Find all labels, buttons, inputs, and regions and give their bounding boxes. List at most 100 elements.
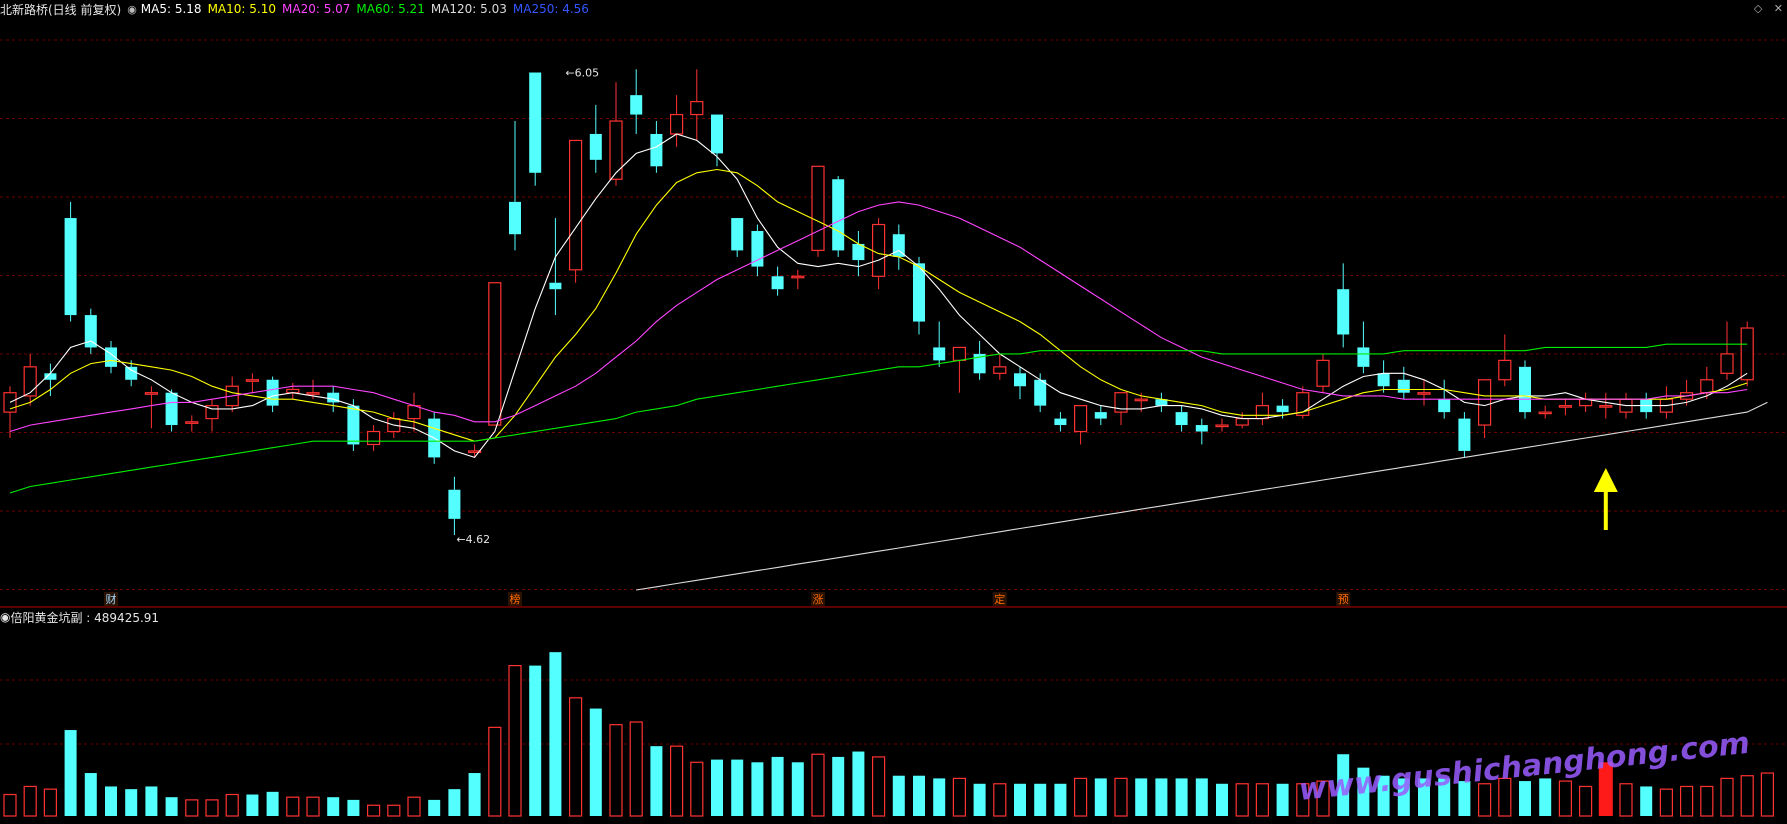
- volume-bar-down: [1195, 778, 1208, 816]
- candle-body-up: [1538, 411, 1552, 415]
- ma-legend-item: MA250: 4.56: [512, 2, 589, 16]
- volume-bar-down: [913, 775, 925, 816]
- volume-bar-down: [731, 759, 744, 816]
- settings-dot-icon[interactable]: ◉: [0, 610, 11, 624]
- volume-bar-down: [529, 665, 542, 816]
- candle-body-up: [609, 120, 623, 180]
- volume-bar-up: [952, 777, 967, 817]
- volume-bar-up: [387, 804, 401, 817]
- volume-bar-down: [428, 799, 441, 816]
- volume-bar-down: [468, 773, 481, 816]
- volume-bar-down: [1438, 778, 1451, 816]
- candle-body-up: [306, 392, 320, 395]
- volume-bar-down: [650, 746, 663, 816]
- candle-body-down: [347, 405, 360, 445]
- candle-body-down: [1458, 418, 1471, 451]
- volume-bar-down: [1337, 754, 1350, 816]
- volume-bar-up: [225, 793, 239, 817]
- volume-bar-up: [1296, 783, 1310, 817]
- candle-body-down: [892, 234, 905, 257]
- volume-bar-up: [993, 783, 1007, 817]
- candle-body-down: [529, 72, 542, 173]
- volume-bar-down: [1458, 781, 1471, 816]
- volume-bar-up: [1740, 775, 1754, 817]
- volume-bar-down: [1397, 778, 1410, 816]
- candle-body-down: [1337, 289, 1350, 335]
- candle-body-down: [1155, 399, 1168, 406]
- volume-bar-down: [1519, 781, 1531, 816]
- stock-title[interactable]: 北新路桥(日线 前复权): [0, 2, 122, 17]
- candle-body-down: [1054, 418, 1067, 426]
- candle-body-down: [771, 276, 784, 290]
- candle-body-up: [1599, 405, 1613, 408]
- candle-body-up: [1417, 392, 1431, 395]
- volume-bar-down: [165, 797, 178, 816]
- volume-bar-down: [1175, 778, 1188, 816]
- volume-bar-up: [669, 745, 684, 817]
- candle-body-down: [549, 282, 562, 290]
- candle-body-down: [1397, 379, 1410, 393]
- volume-bar-down: [1216, 783, 1228, 816]
- candle-body-down: [1377, 373, 1390, 387]
- settings-dot-icon[interactable]: ◉: [127, 2, 137, 16]
- candle-body-down: [1175, 412, 1188, 426]
- event-marker-box: [992, 592, 1007, 606]
- volume-bar-down: [589, 708, 602, 816]
- volume-bar-down: [246, 794, 259, 816]
- volume-bar-up: [1498, 777, 1512, 817]
- volume-bar-down: [266, 791, 279, 816]
- candle-body-down: [630, 95, 643, 115]
- candle-body-down: [1195, 425, 1208, 432]
- volume-bar-down: [1054, 783, 1067, 816]
- candle-body-down: [1014, 373, 1026, 387]
- event-marker-box: [508, 592, 522, 606]
- candle-body-down: [852, 243, 865, 261]
- volume-bar-down: [791, 762, 804, 816]
- volume-bar-up: [1235, 783, 1249, 817]
- close-icon[interactable]: ✕: [1773, 2, 1783, 15]
- diamond-icon[interactable]: ◇: [1753, 2, 1763, 15]
- candle-body-up: [488, 282, 502, 426]
- candle-body-up: [669, 113, 684, 135]
- candle-body-up: [1477, 379, 1492, 426]
- event-marker-label: 定: [994, 592, 1005, 606]
- volume-bar-down: [1276, 783, 1289, 816]
- ma-line-ma20: [9, 201, 1748, 433]
- candle-body-down: [64, 218, 77, 316]
- volume-bar-down: [448, 789, 461, 816]
- volume-bar-down: [973, 783, 986, 816]
- moving-averages: [9, 133, 1768, 591]
- volume-bar-up: [286, 796, 300, 817]
- candle-body-up: [1073, 405, 1088, 433]
- volume-bar-up: [1760, 772, 1775, 817]
- volume-bar-up: [1659, 788, 1674, 817]
- volume-bar-down: [832, 756, 845, 816]
- volume-bar-signal: [1598, 762, 1613, 816]
- candle-body-up: [185, 421, 199, 424]
- volume-bar-down: [771, 756, 784, 816]
- volume-bar-up: [205, 799, 219, 817]
- volume-bar-up: [1477, 783, 1492, 817]
- candle-body-up: [468, 450, 482, 454]
- ma-line-ma120: [636, 401, 1768, 591]
- volume-bar-up: [1073, 777, 1088, 817]
- price-chart-header: 北新路桥(日线 前复权) ◉ MA5: 5.18 MA10: 5.10 MA20: …: [0, 0, 595, 18]
- volume-bar-up: [1679, 785, 1694, 817]
- candle-body-up: [3, 392, 17, 413]
- volume-bar-up: [1114, 777, 1128, 817]
- volume-bar-up: [407, 796, 421, 817]
- event-marker-label: 预: [1338, 593, 1349, 606]
- candle-body-down: [913, 263, 925, 322]
- volume-bar-up: [1700, 785, 1714, 817]
- volume-bar-up: [1720, 777, 1734, 817]
- volume-bar-down: [1539, 778, 1552, 816]
- volume-bar-down: [549, 652, 562, 816]
- volume-bar-up: [488, 726, 502, 817]
- indicator-label[interactable]: 倍阳黄金坑副 : 489425.91: [10, 610, 160, 625]
- ma-legend-item: MA120: 5.03: [430, 2, 507, 16]
- candle-body-down: [509, 201, 521, 235]
- candle-body-down: [711, 114, 723, 154]
- candle-body-up: [23, 366, 37, 397]
